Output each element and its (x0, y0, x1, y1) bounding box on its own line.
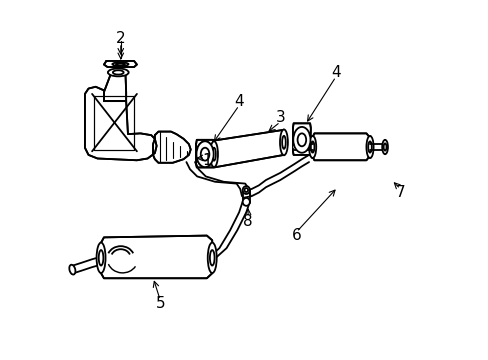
Polygon shape (292, 123, 310, 155)
Text: 3: 3 (275, 110, 285, 125)
Polygon shape (196, 140, 214, 167)
Ellipse shape (207, 243, 216, 273)
Ellipse shape (366, 136, 373, 158)
Text: 7: 7 (395, 185, 405, 200)
Ellipse shape (242, 198, 249, 206)
Polygon shape (104, 73, 126, 101)
Ellipse shape (108, 68, 128, 76)
Text: 2: 2 (116, 31, 125, 46)
Text: 6: 6 (291, 228, 301, 243)
Text: 8: 8 (243, 214, 252, 229)
Ellipse shape (113, 70, 123, 75)
Polygon shape (214, 130, 284, 167)
Ellipse shape (196, 141, 213, 167)
Polygon shape (153, 132, 190, 163)
Ellipse shape (242, 186, 249, 194)
Polygon shape (104, 61, 137, 67)
Ellipse shape (196, 141, 213, 167)
Polygon shape (85, 87, 156, 160)
Ellipse shape (116, 63, 124, 65)
Ellipse shape (293, 127, 310, 153)
Text: 4: 4 (330, 65, 340, 80)
Text: 5: 5 (155, 296, 165, 311)
Polygon shape (312, 134, 369, 160)
Ellipse shape (210, 141, 218, 167)
Ellipse shape (280, 130, 287, 155)
Ellipse shape (96, 243, 105, 273)
Ellipse shape (201, 148, 209, 161)
Ellipse shape (308, 136, 316, 158)
Polygon shape (101, 235, 212, 278)
Text: 1: 1 (202, 153, 211, 168)
Ellipse shape (112, 62, 128, 66)
Ellipse shape (382, 140, 387, 154)
Text: 4: 4 (234, 94, 244, 109)
Ellipse shape (69, 265, 75, 275)
